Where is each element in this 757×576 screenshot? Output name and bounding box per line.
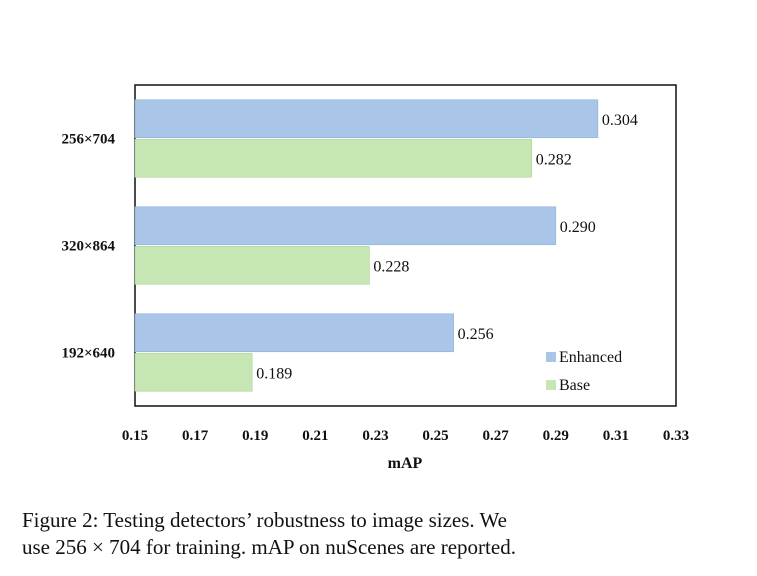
bars-layer (134, 99, 599, 392)
x-tick-labels-layer: 0.15 0.17 0.19 0.21 0.23 0.25 0.27 0.29 0.31 0.33 (122, 428, 689, 444)
x-tick-label: 0.23 (362, 428, 388, 444)
legend-label-base: Base (559, 377, 590, 394)
caption-line-2: use 256 × 704 for training. mAP on nuSce… (22, 535, 516, 559)
bar-enhanced (134, 99, 599, 139)
x-tick-label: 0.15 (122, 428, 148, 444)
x-tick-label: 0.33 (663, 428, 689, 444)
category-label: 256×704 (61, 132, 115, 148)
x-tick-label: 0.29 (543, 428, 569, 444)
legend-swatch-enhanced (546, 352, 556, 362)
bar-base (134, 352, 253, 392)
legend: Enhanced Base (546, 349, 622, 394)
data-labels-layer: 0.304 0.282 0.290 0.228 0.256 0.189 (256, 112, 638, 383)
data-label-enhanced: 0.256 (458, 326, 494, 343)
data-label-enhanced: 0.304 (602, 112, 638, 129)
caption-line-1: Figure 2: Testing detectors’ robustness … (22, 508, 507, 532)
x-tick-label: 0.19 (242, 428, 268, 444)
data-label-base: 0.189 (256, 365, 292, 382)
x-tick-label: 0.27 (483, 428, 510, 444)
x-tick-label: 0.17 (182, 428, 209, 444)
data-label-base: 0.282 (536, 151, 572, 168)
x-tick-label: 0.31 (603, 428, 629, 444)
bar-chart: 0.304 0.282 0.290 0.228 0.256 0.189 256×704 32… (61, 84, 689, 472)
bar-enhanced (134, 206, 557, 246)
bar-enhanced (134, 313, 454, 353)
figure-caption: Figure 2: Testing detectors’ robustness … (22, 507, 737, 561)
data-label-base: 0.228 (373, 258, 409, 275)
data-label-enhanced: 0.290 (560, 219, 596, 236)
legend-swatch-base (546, 380, 556, 390)
category-labels-layer: 256×704 320×864 192×640 (61, 132, 115, 362)
x-axis-label: mAP (388, 455, 423, 472)
x-tick-label: 0.21 (302, 428, 328, 444)
category-label: 320×864 (61, 239, 115, 255)
plot-frame (134, 84, 677, 407)
category-label: 192×640 (61, 346, 115, 362)
x-tick-label: 0.25 (422, 428, 448, 444)
legend-label-enhanced: Enhanced (559, 349, 622, 366)
bar-base (134, 138, 533, 178)
bar-base (134, 245, 370, 285)
